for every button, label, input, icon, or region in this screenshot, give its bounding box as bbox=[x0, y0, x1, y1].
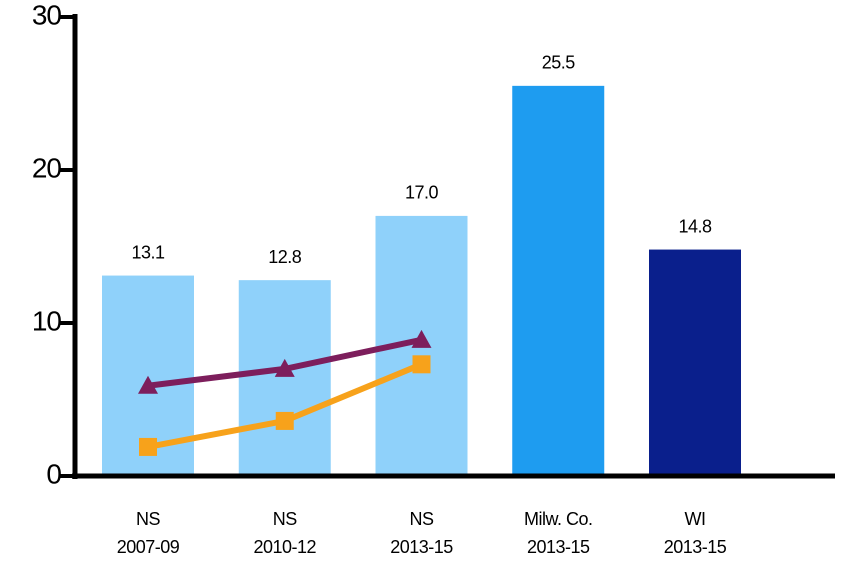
value-label: 25.5 bbox=[542, 53, 576, 73]
bar bbox=[649, 249, 741, 476]
marker bbox=[412, 355, 431, 374]
marker bbox=[275, 411, 294, 430]
y-tick-label: 10 bbox=[32, 305, 62, 336]
marker bbox=[274, 358, 295, 377]
marker bbox=[139, 437, 157, 456]
x-tick-label: Milw. Co. 2013-15 bbox=[524, 509, 593, 557]
marker bbox=[411, 329, 432, 348]
x-tick-label: NS 2007-09 bbox=[117, 509, 180, 557]
x-tick-label-line: NS bbox=[273, 509, 297, 529]
y-tick-label: 30 bbox=[32, 0, 62, 30]
y-tick-label: 0 bbox=[46, 458, 61, 489]
x-tick-label: NS 2013-15 bbox=[390, 509, 453, 557]
x-tick-label-line: 2010-12 bbox=[253, 537, 316, 557]
x-tick-label-line: Milw. Co. bbox=[524, 509, 593, 529]
value-label: 13.1 bbox=[131, 242, 165, 262]
value-label: 14.8 bbox=[678, 216, 712, 236]
x-tick-label-line: 2013-15 bbox=[390, 537, 453, 557]
marker bbox=[138, 375, 158, 394]
bar bbox=[512, 85, 605, 476]
value-label: 12.8 bbox=[268, 247, 302, 267]
x-tick-label-line: WI bbox=[685, 509, 706, 529]
x-tick-label: WI 2013-15 bbox=[664, 509, 727, 557]
y-tick-label: 20 bbox=[32, 152, 62, 183]
x-tick-label-line: NS bbox=[409, 509, 433, 529]
x-tick-label-line: 2013-15 bbox=[664, 537, 727, 557]
value-label: 17.0 bbox=[405, 183, 439, 203]
x-tick-label-line: 2007-09 bbox=[117, 537, 180, 557]
x-tick-label: NS 2010-12 bbox=[253, 509, 316, 557]
x-tick-label-line: 2013-15 bbox=[527, 537, 590, 557]
bar bbox=[238, 280, 331, 476]
x-tick-label-line: NS bbox=[136, 509, 160, 529]
